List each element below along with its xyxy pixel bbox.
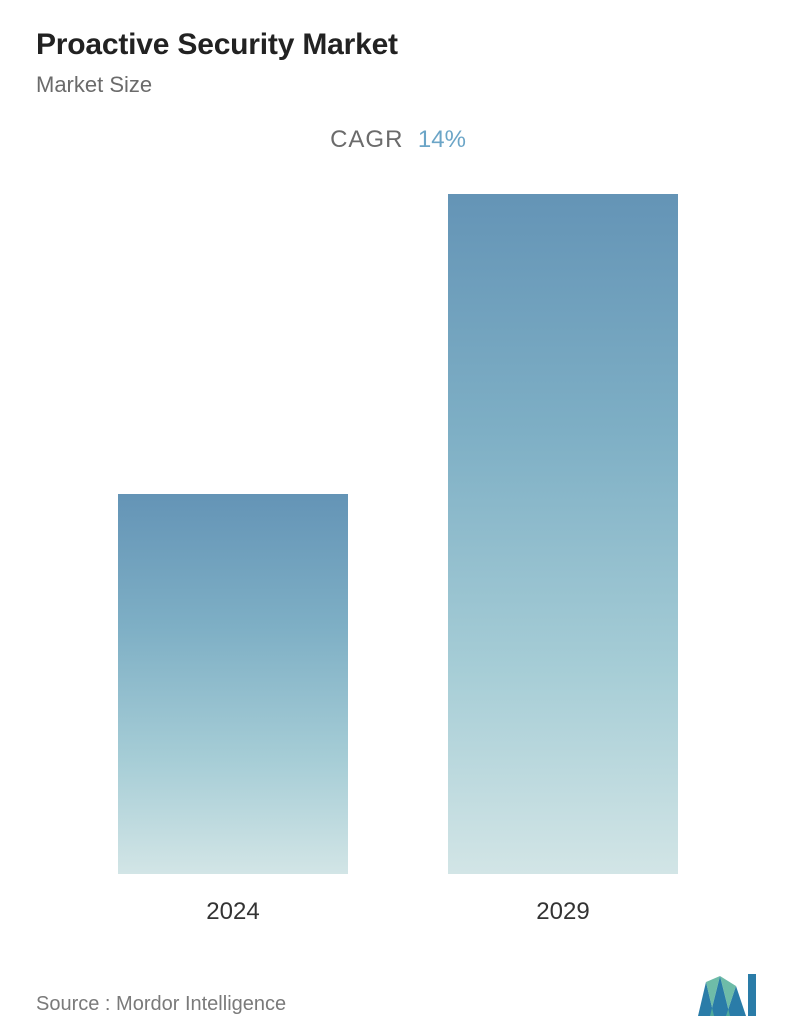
- chart-container: Proactive Security Market Market Size CA…: [0, 0, 796, 1034]
- bar-2024: [118, 494, 348, 874]
- chart-area: 2024 2029: [36, 194, 760, 926]
- chart-subtitle: Market Size: [36, 72, 760, 98]
- mordor-logo-icon: [698, 974, 756, 1016]
- cagr-row: CAGR 14%: [36, 126, 760, 154]
- bar-label-2024: 2024: [206, 898, 259, 926]
- cagr-label: CAGR: [330, 126, 403, 153]
- bar-wrapper-1: 2029: [448, 194, 678, 926]
- chart-footer: Source : Mordor Intelligence: [36, 974, 760, 1016]
- cagr-value: 14%: [418, 126, 466, 153]
- bar-label-2029: 2029: [536, 898, 589, 926]
- source-text: Source : Mordor Intelligence: [36, 993, 286, 1016]
- chart-title: Proactive Security Market: [36, 28, 760, 62]
- bar-2029: [448, 194, 678, 874]
- bar-wrapper-0: 2024: [118, 494, 348, 926]
